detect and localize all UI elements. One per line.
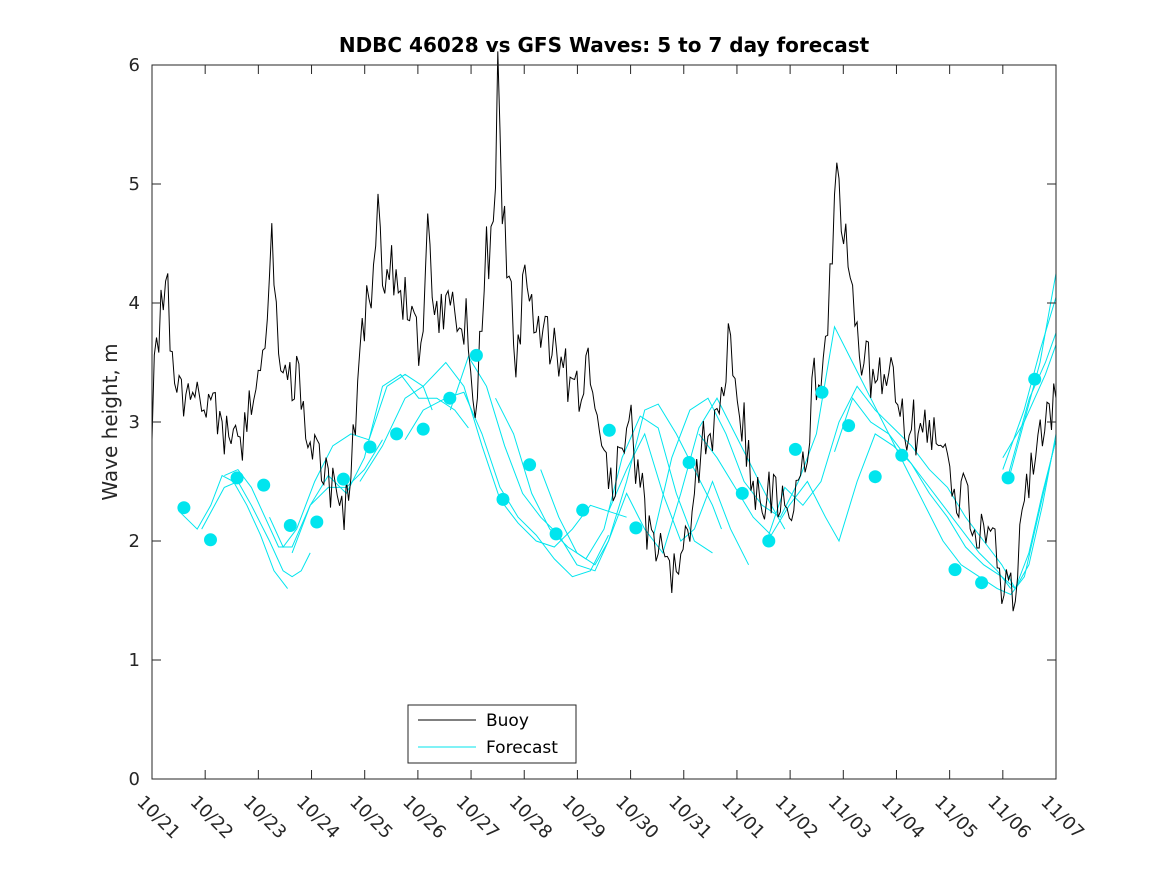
forecast-marker-19 [682,456,696,469]
forecast-marker-22 [788,442,802,456]
forecast-line-9 [495,397,713,560]
forecast-marker-2 [204,533,217,547]
y-tick-label: 3 [129,412,140,433]
forecast-line-14 [766,385,1057,590]
forecast-line-2 [201,480,311,578]
forecast-marker-15 [549,527,563,541]
buoy-line [151,51,1057,612]
forecast-line-7 [404,391,609,578]
y-tick-label: 0 [129,769,140,790]
forecast-marker-9 [390,427,404,441]
forecast-marker-7 [336,472,350,486]
forecast-marker-24 [842,419,856,433]
forecast-marker-14 [523,458,537,472]
series-layer [151,51,1057,612]
forecast-marker-12 [469,348,483,362]
legend-buoy-label: Buoy [486,711,529,731]
y-tick-label: 4 [129,293,140,314]
y-tick-label: 2 [129,531,140,552]
forecast-marker-10 [416,422,430,436]
y-axis-label: Wave height, m [98,343,122,500]
forecast-marker-13 [496,492,510,506]
plot-area [152,65,1056,779]
forecast-line-4 [269,373,433,548]
forecast-marker-29 [1001,471,1015,485]
y-tick-label: 5 [129,174,140,195]
y-tick-label: 6 [129,55,140,76]
chart-title: NDBC 46028 vs GFS Waves: 5 to 7 day fore… [339,33,870,57]
forecast-marker-20 [735,486,749,500]
forecast-marker-3 [230,471,244,485]
forecast-marker-23 [815,385,829,399]
forecast-marker-1 [177,501,191,515]
legend-box [407,704,577,764]
forecast-line-12 [653,325,1057,596]
forecast-marker-30 [1028,372,1042,386]
forecast-marker-27 [948,563,962,577]
forecast-line-8 [449,355,722,572]
forecast-line-13 [698,433,1057,590]
forecast-marker-21 [762,534,776,548]
forecast-marker-11 [443,391,457,405]
forecast-line-15 [834,397,1012,589]
y-tick-label: 1 [129,650,140,671]
legend-forecast-label: Forecast [486,738,558,758]
legend: Buoy Forecast [407,704,577,764]
forecast-end-line-4 [1002,344,1057,458]
forecast-line-11 [608,432,750,566]
forecast-marker-25 [868,470,882,484]
forecast-line-5 [291,373,469,554]
forecast-marker-17 [602,423,616,437]
forecast-marker-5 [283,519,297,532]
forecast-marker-16 [576,503,590,517]
forecast-marker-26 [895,448,909,462]
forecast-marker-28 [975,576,989,590]
forecast-marker-6 [310,515,324,529]
forecast-marker-8 [363,440,377,454]
forecast-marker-18 [629,521,643,535]
forecast-marker-4 [257,478,271,492]
